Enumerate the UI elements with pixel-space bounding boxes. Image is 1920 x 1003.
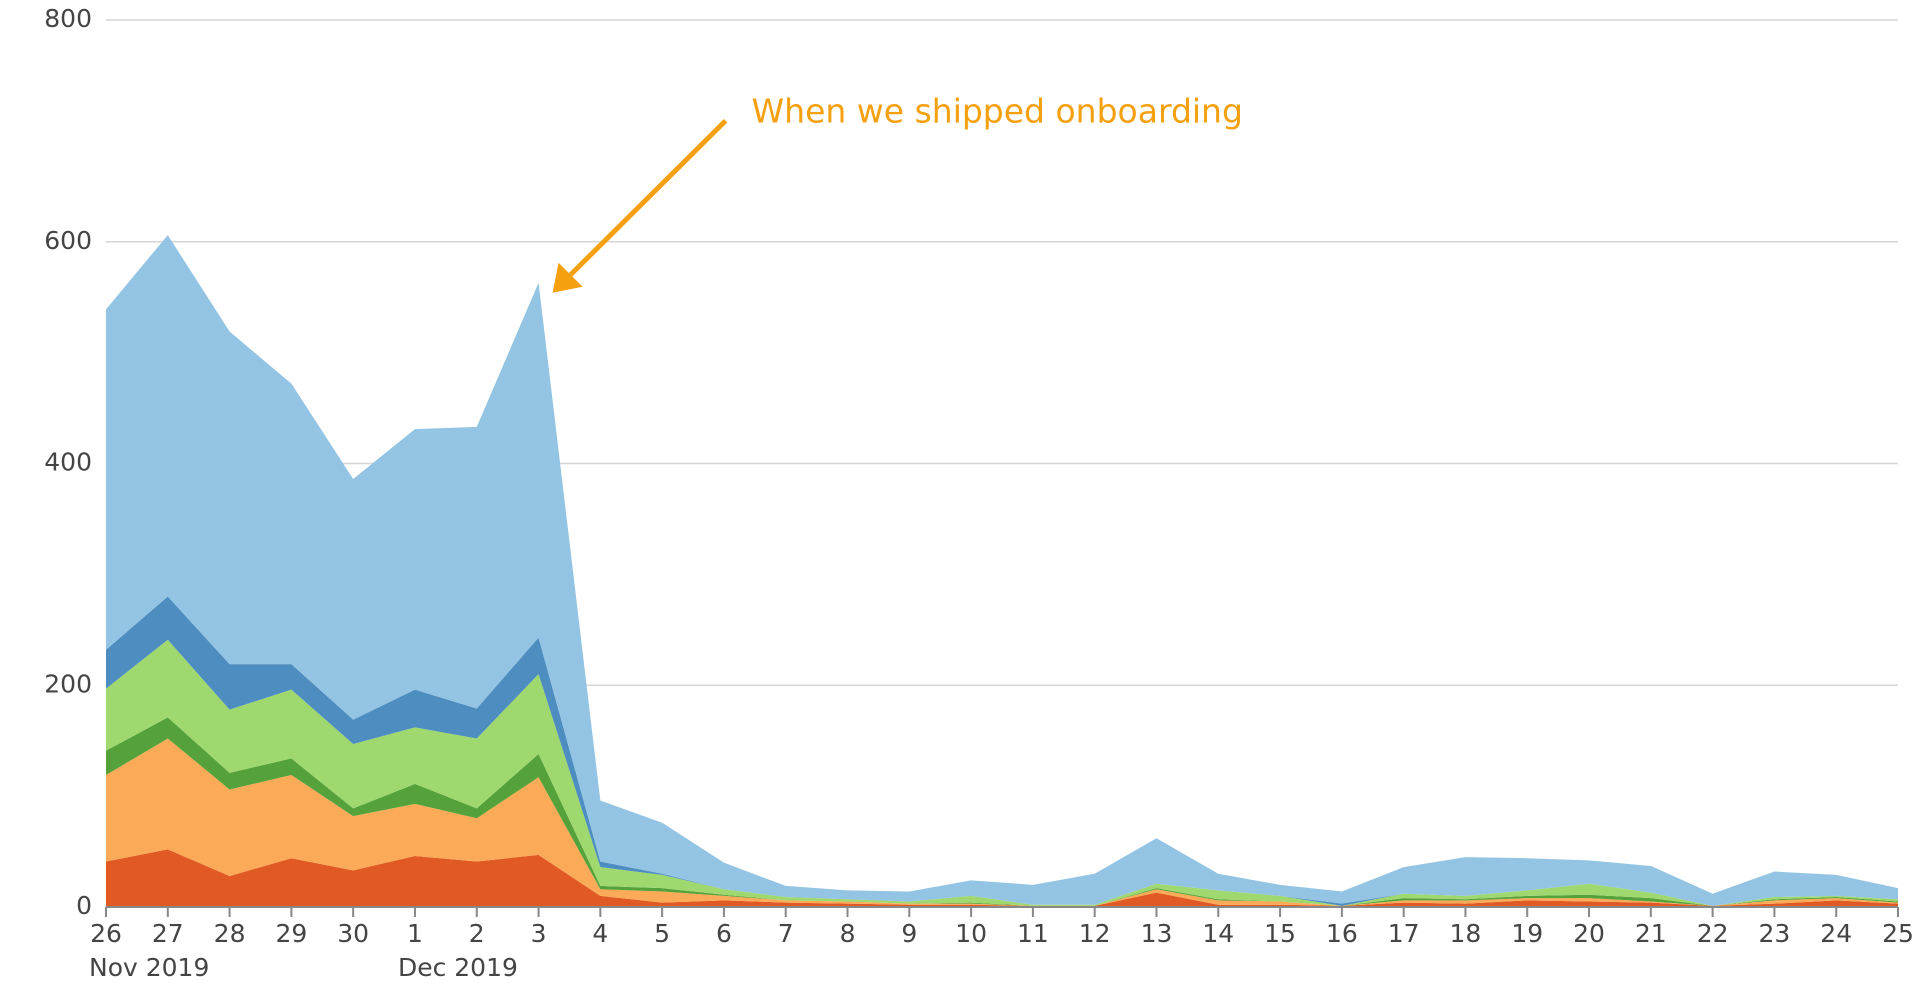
x-tick-label: 28 [214,919,246,948]
x-tick-label: 3 [531,919,547,948]
area [106,849,1898,907]
x-tick-label: 19 [1511,919,1543,948]
x-tick-label: 17 [1388,919,1420,948]
x-tick-label: 5 [654,919,670,948]
annotation-arrowhead [552,262,583,293]
x-tick-label: 14 [1202,919,1234,948]
area [106,235,1898,906]
annotation-arrow [568,119,728,277]
x-tick-label: 4 [592,919,608,948]
area [106,639,1898,906]
area [106,717,1898,906]
x-tick-label: 10 [955,919,987,948]
x-tick-label: 26 [90,919,122,948]
x-tick-label: 25 [1882,919,1914,948]
x-tick-label: 22 [1697,919,1729,948]
x-tick-label: 13 [1141,919,1173,948]
x-tick-label: 1 [407,919,423,948]
x-tick-label: 23 [1759,919,1791,948]
x-tick-label: 8 [840,919,856,948]
y-tick-label: 800 [44,4,92,33]
x-group-label: Nov 2019 [89,953,209,982]
x-tick-label: 30 [337,919,369,948]
x-group-label: Dec 2019 [398,953,518,982]
x-tick-label: 20 [1573,919,1605,948]
x-tick-label: 7 [778,919,794,948]
x-tick-label: 15 [1264,919,1296,948]
x-tick-label: 2 [469,919,485,948]
y-tick-label: 0 [76,891,92,920]
x-tick-label: 18 [1450,919,1482,948]
y-tick-label: 400 [44,448,92,477]
x-tick-label: 11 [1017,919,1049,948]
x-tick-label: 12 [1079,919,1111,948]
y-tick-label: 200 [44,669,92,698]
x-tick-label: 9 [901,919,917,948]
y-tick-label: 600 [44,226,92,255]
x-tick-label: 6 [716,919,732,948]
x-tick-label: 29 [275,919,307,948]
area [106,738,1898,906]
x-tick-label: 27 [152,919,184,948]
x-tick-label: 21 [1635,919,1667,948]
x-tick-label: 16 [1326,919,1358,948]
annotation-text: When we shipped onboarding [752,91,1243,130]
x-tick-label: 24 [1820,919,1852,948]
